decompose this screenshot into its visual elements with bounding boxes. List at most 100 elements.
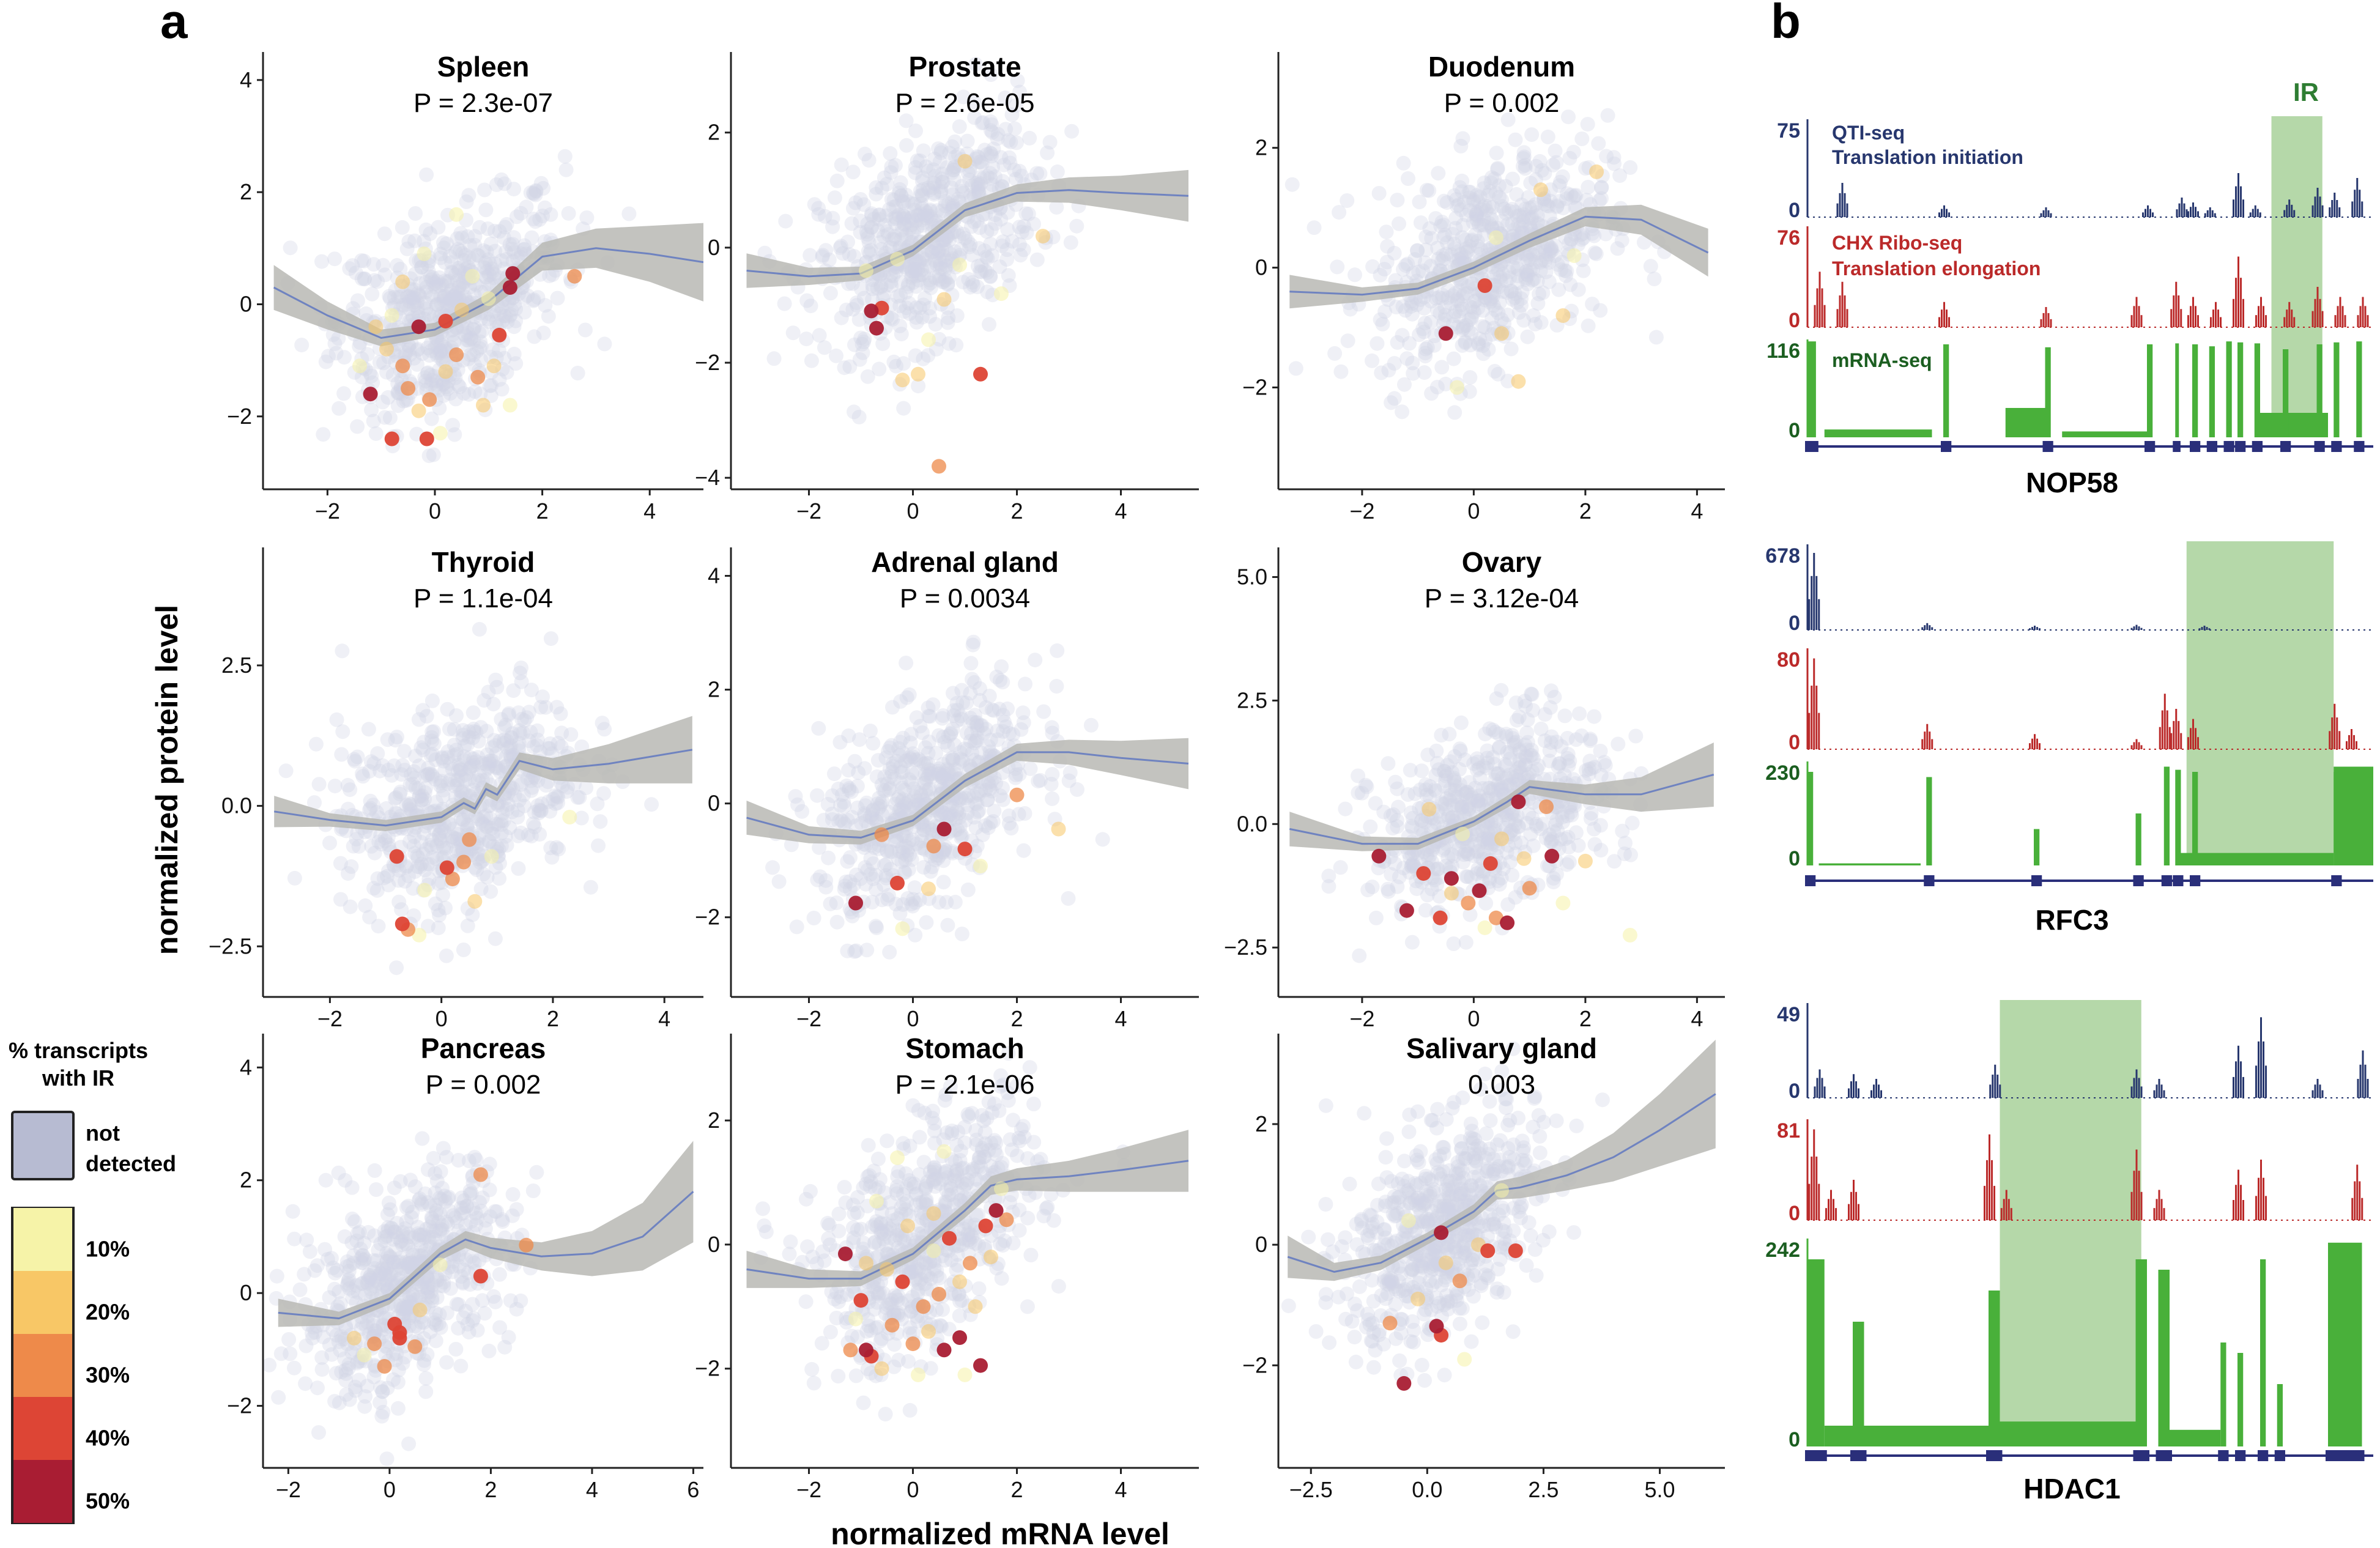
background-point bbox=[1444, 810, 1459, 825]
background-point bbox=[1392, 869, 1407, 884]
background-point bbox=[1417, 316, 1433, 331]
background-point bbox=[973, 154, 988, 169]
background-point bbox=[376, 355, 391, 371]
confidence-band bbox=[273, 223, 703, 347]
background-point bbox=[821, 850, 836, 865]
background-point bbox=[460, 325, 475, 341]
background-point bbox=[889, 792, 905, 807]
background-point bbox=[1589, 246, 1604, 261]
background-point bbox=[339, 1259, 354, 1274]
background-point bbox=[888, 897, 903, 912]
background-point bbox=[499, 244, 513, 259]
plot-area bbox=[273, 621, 693, 976]
background-point bbox=[831, 814, 846, 829]
background-point bbox=[436, 839, 451, 854]
background-point bbox=[448, 267, 463, 283]
background-point bbox=[842, 850, 858, 865]
background-point bbox=[529, 1165, 544, 1180]
background-point bbox=[904, 775, 919, 790]
background-point bbox=[591, 838, 606, 853]
background-point bbox=[329, 712, 344, 727]
background-point bbox=[436, 376, 451, 391]
y-tick-label: 2.5 bbox=[1237, 687, 1267, 713]
y-axis-label: normalized protein level bbox=[150, 605, 184, 955]
background-point bbox=[928, 317, 943, 332]
background-point bbox=[1020, 1299, 1035, 1314]
background-point bbox=[551, 736, 566, 751]
background-point bbox=[908, 927, 923, 943]
background-point bbox=[460, 736, 475, 752]
background-point bbox=[892, 182, 908, 197]
background-point bbox=[410, 300, 425, 316]
background-point bbox=[395, 220, 410, 235]
background-point bbox=[451, 1153, 466, 1168]
background-point bbox=[472, 768, 487, 783]
background-point bbox=[982, 689, 997, 703]
background-point bbox=[962, 172, 977, 187]
background-point bbox=[936, 274, 952, 289]
background-point bbox=[425, 289, 440, 305]
background-point bbox=[1017, 806, 1032, 821]
background-point bbox=[837, 799, 852, 814]
background-point bbox=[1412, 327, 1427, 343]
background-point bbox=[439, 379, 454, 394]
background-point bbox=[1546, 875, 1561, 890]
background-point bbox=[511, 705, 526, 720]
background-point bbox=[897, 217, 912, 232]
background-point bbox=[921, 788, 935, 804]
background-point bbox=[902, 295, 917, 311]
background-point bbox=[1439, 195, 1455, 210]
background-point bbox=[886, 354, 902, 369]
background-point bbox=[514, 674, 529, 689]
background-point bbox=[391, 862, 407, 878]
background-point bbox=[848, 818, 863, 834]
background-point bbox=[1407, 786, 1423, 801]
background-point bbox=[1554, 739, 1569, 754]
background-point bbox=[1449, 192, 1464, 207]
background-point bbox=[941, 763, 956, 778]
background-point bbox=[1451, 309, 1467, 324]
background-point bbox=[955, 226, 971, 242]
background-point bbox=[881, 887, 896, 903]
background-point bbox=[1456, 194, 1472, 210]
background-point bbox=[944, 139, 960, 154]
background-point bbox=[1511, 819, 1526, 834]
x-tick-label: 0 bbox=[436, 1006, 448, 1031]
background-point bbox=[902, 772, 917, 787]
background-point bbox=[390, 1401, 406, 1416]
ir-point bbox=[462, 832, 477, 847]
background-point bbox=[373, 828, 388, 843]
background-point bbox=[380, 1207, 395, 1222]
background-point bbox=[394, 767, 409, 782]
background-point bbox=[1021, 206, 1036, 221]
background-point bbox=[489, 177, 504, 192]
background-point bbox=[866, 871, 881, 886]
background-point bbox=[1462, 775, 1477, 790]
background-point bbox=[373, 763, 388, 779]
y-tick-label: 2 bbox=[1255, 135, 1267, 160]
background-point bbox=[1505, 216, 1520, 231]
background-point bbox=[1467, 837, 1483, 852]
background-point bbox=[899, 113, 914, 128]
background-point bbox=[481, 1343, 497, 1358]
background-point bbox=[440, 776, 456, 791]
background-point bbox=[1421, 853, 1436, 867]
background-point bbox=[869, 180, 884, 195]
background-point bbox=[1496, 820, 1511, 835]
background-point bbox=[870, 223, 886, 238]
background-point bbox=[1507, 204, 1522, 220]
background-point bbox=[1427, 328, 1442, 343]
background-point bbox=[445, 761, 460, 777]
background-point bbox=[1063, 235, 1078, 250]
background-point bbox=[983, 815, 998, 831]
background-point bbox=[909, 765, 924, 780]
background-point bbox=[1448, 304, 1463, 319]
background-point bbox=[597, 336, 612, 352]
background-point bbox=[436, 887, 450, 903]
background-point bbox=[1505, 769, 1520, 785]
background-point bbox=[1450, 798, 1465, 813]
ir-point bbox=[407, 1339, 423, 1354]
background-point bbox=[833, 798, 848, 813]
background-point bbox=[489, 680, 505, 695]
background-point bbox=[287, 1360, 302, 1376]
